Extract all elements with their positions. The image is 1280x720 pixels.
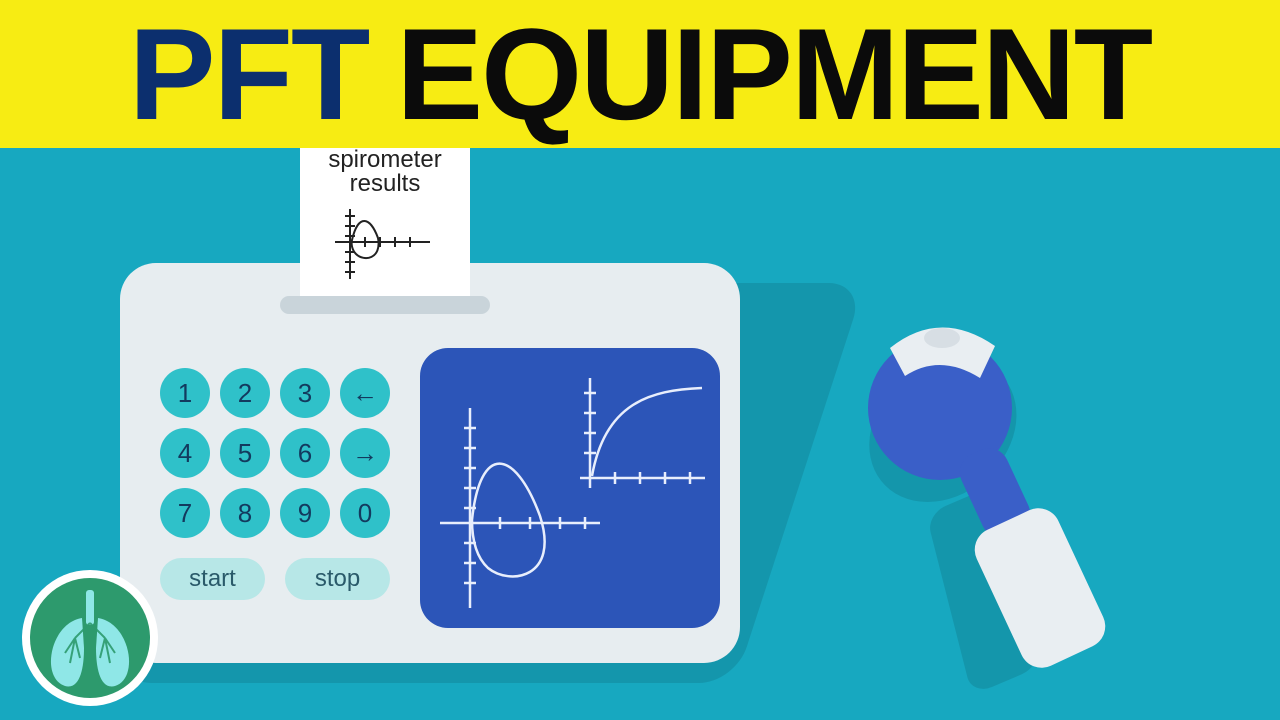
illustration-stage: spirometer results 123←456→7890: [0, 148, 1280, 720]
printer-slot: [280, 296, 490, 314]
key-3[interactable]: 3: [280, 368, 330, 418]
key-1[interactable]: 1: [160, 368, 210, 418]
keypad: 123← 456→ 7890: [160, 368, 390, 538]
device-screen: [420, 348, 720, 628]
key-5[interactable]: 5: [220, 428, 270, 478]
key-9[interactable]: 9: [280, 488, 330, 538]
start-button[interactable]: start: [160, 558, 265, 600]
key-8[interactable]: 8: [220, 488, 270, 538]
key-0[interactable]: 0: [340, 488, 390, 538]
lungs-logo-icon: [20, 568, 160, 708]
action-row: start stop: [160, 558, 390, 600]
key-back-icon[interactable]: ←: [340, 368, 390, 418]
printout-line-2: results: [350, 170, 421, 198]
title-banner: PFT EQUIPMENT: [0, 0, 1280, 148]
key-2[interactable]: 2: [220, 368, 270, 418]
printout-graph-icon: [330, 204, 440, 284]
key-4[interactable]: 4: [160, 428, 210, 478]
key-7[interactable]: 7: [160, 488, 210, 538]
title-word-2: EQUIPMENT: [396, 9, 1151, 139]
key-forward-icon[interactable]: →: [340, 428, 390, 478]
screen-graphs-icon: [420, 348, 720, 628]
title-word-1: PFT: [129, 9, 369, 139]
mouthpiece-icon: [830, 318, 1150, 698]
printout-paper: spirometer results: [300, 138, 470, 303]
key-6[interactable]: 6: [280, 428, 330, 478]
stop-button[interactable]: stop: [285, 558, 390, 600]
